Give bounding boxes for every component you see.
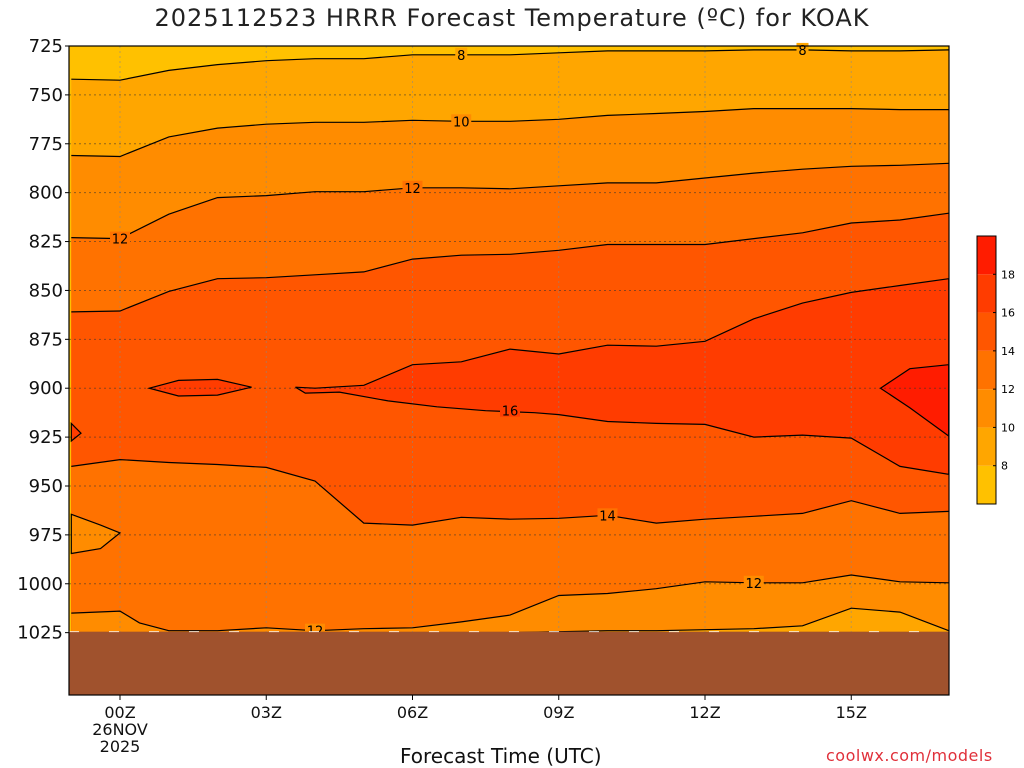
contour-label: 12 (404, 182, 421, 197)
y-tick-label: 875 (29, 329, 63, 350)
contour-line-10 (71, 107, 949, 158)
contour-line-10 (509, 607, 949, 634)
colorbar-segment (977, 389, 996, 428)
contour-label: 10 (453, 115, 470, 130)
contour-region-18 (880, 364, 949, 437)
x-tick-date: 26NOV (92, 720, 148, 739)
x-tick-year: 2025 (100, 737, 141, 756)
contour-line-14 (71, 458, 949, 526)
contour-line-16 (295, 278, 949, 475)
x-tick-label: 03Z (251, 703, 282, 722)
contour-label: 14 (599, 509, 616, 524)
y-tick-label: 1025 (17, 623, 63, 644)
contour-label-bg (455, 47, 468, 61)
colorbar-label: 14 (1001, 345, 1015, 358)
colorbar-segment (977, 236, 996, 275)
colorbar-label: 10 (1001, 421, 1015, 434)
y-tick-label: 725 (29, 36, 63, 57)
contour-line-12 (71, 574, 949, 632)
y-tick-label: 775 (29, 134, 63, 155)
x-tick-label: 12Z (689, 703, 720, 722)
x-tick-label: 09Z (543, 703, 574, 722)
contour-line-12 (71, 162, 949, 240)
y-tick-label: 950 (29, 476, 63, 497)
y-tick-label: 1000 (17, 574, 63, 595)
y-tick-label: 975 (29, 525, 63, 546)
colorbar-segment (977, 274, 996, 313)
y-tick-label: 925 (29, 427, 63, 448)
y-tick-label: 825 (29, 232, 63, 253)
contour-label: 8 (798, 44, 806, 59)
contour-label-bg (597, 508, 618, 522)
contour-label: 16 (502, 405, 519, 420)
contour-line-12 (70, 513, 122, 555)
colorbar-label: 16 (1001, 307, 1015, 320)
colorbar-label: 8 (1001, 460, 1008, 473)
credit-link[interactable]: coolwx.com/models (826, 746, 993, 765)
x-tick-label: 06Z (397, 703, 428, 722)
y-tick-label: 800 (29, 183, 63, 204)
chart-title: 2025112523 HRRR Forecast Temperature (ºC… (154, 4, 870, 32)
contour-fills (69, 46, 949, 695)
y-tick-label: 750 (29, 85, 63, 106)
colorbar-segment (977, 350, 996, 390)
contour-label-bg (451, 114, 472, 128)
x-axis-label: Forecast Time (UTC) (400, 744, 602, 768)
contour-line-16 (70, 421, 82, 443)
axes: 7257507758008258508759009259509751000102… (17, 36, 950, 756)
contour-label-bg (500, 403, 520, 417)
colorbar-label: 12 (1001, 383, 1015, 396)
colorbar-segment (977, 427, 996, 466)
colorbar-segment (977, 312, 996, 351)
contour-label: 12 (745, 577, 762, 592)
colorbar: 8 10 12 14 16 18 (976, 235, 1015, 505)
x-tick-label: 15Z (836, 703, 867, 722)
ground-band (69, 631, 949, 695)
contour-region-16 (149, 379, 252, 396)
contour-lines (70, 49, 949, 634)
ground-layer (69, 631, 949, 695)
contour-line-14 (71, 212, 949, 313)
contour-label-bg (402, 180, 423, 194)
y-tick-label: 850 (29, 280, 63, 301)
colorbar-segment (977, 465, 996, 504)
contour-region-16 (71, 423, 81, 441)
colorbar-label: 18 (1001, 268, 1015, 281)
contour-region-12 (71, 514, 120, 554)
contour-label-bg (743, 575, 764, 589)
contour-label: 12 (112, 233, 129, 248)
contour-line-16 (146, 378, 252, 397)
colorbar-frame (976, 235, 997, 505)
contour-label: 8 (457, 49, 465, 64)
contour-label-bg (110, 231, 130, 245)
plot-frame (68, 45, 950, 696)
y-tick-label: 900 (29, 378, 63, 399)
contour-band-16 (295, 278, 949, 475)
x-tick-label: 00Z (104, 703, 135, 722)
